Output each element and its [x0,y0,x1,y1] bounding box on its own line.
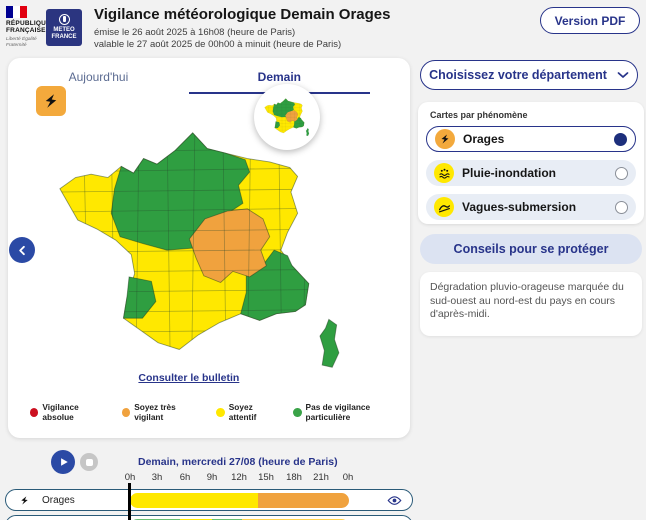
department-select-button[interactable]: Choisissez votre département [420,60,638,90]
phenomenon-option-vagues-submersion[interactable]: Vagues-submersion [426,194,636,220]
tick-label: 18h [286,472,302,483]
phenomenon-option-orages[interactable]: Orages [426,126,636,152]
republique-francaise-logo: RÉPUBLIQUE FRANÇAISE Liberté Égalité Fra… [6,6,51,49]
pdf-version-button[interactable]: Version PDF [540,7,640,34]
previous-map-button[interactable] [9,237,35,263]
mini-france-map [263,97,311,137]
phenomena-card-label: Cartes par phénomène [430,110,528,120]
chevron-down-icon [617,72,629,78]
lightning-icon [45,94,57,108]
wave-icon [434,197,454,217]
timeline-row-label: Orages [42,495,75,506]
bulletin-link[interactable]: Consulter le bulletin [138,372,240,384]
france-map[interactable] [48,124,353,374]
situation-description: Dégradation pluvio-orageuse marquée du s… [430,281,624,321]
tick-label: 21h [313,472,329,483]
lightning-icon [21,496,28,505]
situation-description-card: Dégradation pluvio-orageuse marquée du s… [420,272,642,336]
timeline-bar-next [130,518,349,520]
radio-orages[interactable] [614,132,627,146]
legend-item-orange: Soyez très vigilant [121,402,203,422]
play-button[interactable] [51,450,75,474]
radio-pluie-inondation[interactable] [615,166,628,180]
timeline-bar-orages [130,492,349,508]
timeline-row-orages: Orages [5,489,413,511]
protection-advice-button[interactable]: Conseils pour se protéger [420,234,642,264]
tick-label: 12h [231,472,247,483]
tick-label: 3h [151,472,163,483]
rain-flood-icon [434,163,454,183]
eye-icon[interactable] [387,494,402,507]
bulletin-link-wrap: Consulter le bulletin [8,368,370,386]
orange-dot-icon [121,407,131,417]
mini-map-inset[interactable] [254,84,320,150]
phenomenon-option-pluie-inondation[interactable]: Pluie-inondation [426,160,636,186]
timeline-row-next [5,515,413,520]
tick-label: 0h [342,472,354,483]
chevron-left-icon [18,245,25,255]
meteo-france-logo: METEO FRANCE [46,9,82,46]
radio-vagues-submersion[interactable] [615,200,628,214]
red-dot-icon [30,407,39,417]
tab-aujourdhui[interactable]: Aujourd'hui [68,70,129,84]
gov-motto: Liberté Égalité Fraternité [6,36,37,48]
tick-label: 9h [206,472,218,483]
stop-button[interactable] [80,453,98,471]
legend-item-red: Vigilance absolue [30,402,108,422]
meteo-france-icon [58,13,70,25]
french-flag-icon [6,6,27,18]
day-tabs: Aujourd'hui Demain [8,64,410,94]
play-icon [61,458,68,466]
legend-item-green: Pas de vigilance particulière [293,402,410,422]
stop-icon [85,458,93,466]
timeline-title: Demain, mercredi 27/08 (heure de Paris) [138,456,338,468]
validity-line: valable le 27 août 2025 de 00h00 à minui… [94,39,342,50]
tick-label: 15h [258,472,274,483]
phenomena-card: Cartes par phénomène Orages Pluie-inonda… [418,102,644,224]
tick-label: 0h [124,472,136,483]
green-dot-icon [293,407,302,417]
timeline-cursor[interactable] [128,483,131,520]
lightning-icon [435,129,455,149]
map-card: Aujourd'hui Demain [8,58,410,438]
issued-line: émise le 26 août 2025 à 16h08 (heure de … [94,27,296,38]
legend-item-yellow: Soyez attentif [216,402,279,422]
orages-hazard-chip [36,86,66,116]
tick-label: 6h [179,472,191,483]
yellow-dot-icon [216,407,225,417]
vigilance-legend: Vigilance absolue Soyez très vigilant So… [30,402,410,422]
page-title: Vigilance météorologique Demain Orages [94,6,391,23]
gov-name: RÉPUBLIQUE FRANÇAISE [6,20,51,35]
